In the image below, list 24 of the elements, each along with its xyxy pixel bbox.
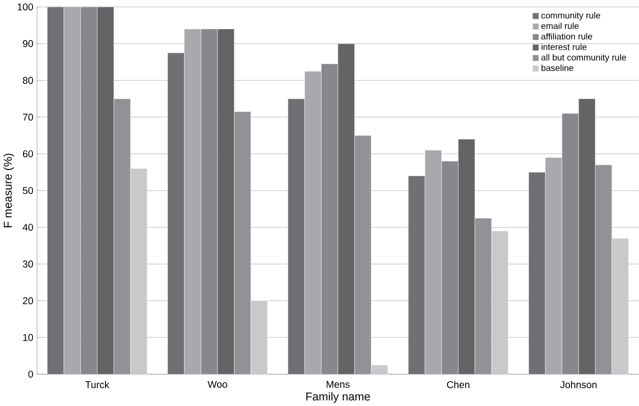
legend-label: all but community rule [541,54,626,62]
y-axis-title: F measure (%) [3,154,14,228]
y-tick-label: 60 [22,150,33,158]
x-tick-label: Johnson [560,380,597,388]
x-tick-label: Chen [447,380,470,388]
y-tick-label: 20 [22,297,33,304]
legend-label: community rule [541,12,600,20]
x-tick-label: Mens [326,380,350,388]
y-tick-label: 50 [22,186,33,194]
y-tick-label: 40 [22,224,33,231]
y-tick-label: 30 [22,260,33,268]
legend-label: affiliation rule [541,32,592,40]
legend-label: email rule [541,22,579,29]
y-tick-label: 90 [22,40,33,48]
y-tick-label: 0 [28,370,33,378]
x-tick-label: Woo [208,380,228,388]
y-tick-label: 100 [18,3,33,10]
y-tick-label: 80 [22,76,33,84]
legend-label: baseline [542,64,574,71]
y-tick-label: 10 [23,334,33,341]
x-axis-title: Family name [306,392,370,403]
legend-label: interest rule [542,43,586,50]
y-tick-label: 70 [22,114,33,120]
x-tick-label: Turck [85,380,110,388]
